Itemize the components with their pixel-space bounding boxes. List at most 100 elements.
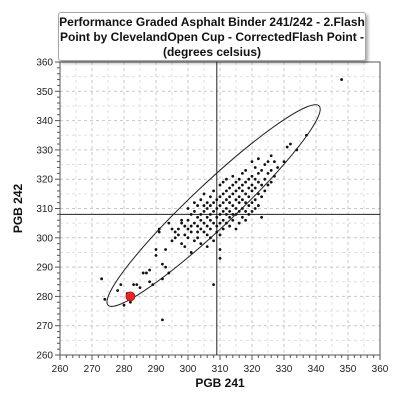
data-point [161,277,164,281]
x-tick-label: 320 [244,364,261,375]
data-point [228,201,232,205]
x-tick-label: 280 [116,364,133,375]
data-point [231,218,235,222]
data-point [196,204,200,207]
data-point [253,207,257,210]
data-point [218,256,222,260]
data-point [228,186,232,190]
data-point [209,218,212,222]
data-point [215,224,219,228]
data-point [167,271,171,275]
data-point [215,215,219,219]
data-point [282,160,286,164]
data-point [196,224,200,228]
data-point [180,218,184,222]
data-point [260,183,263,187]
data-point [257,180,260,184]
y-tick-label: 290 [36,263,53,274]
data-point [180,221,184,225]
data-point [196,230,200,234]
data-point [269,169,273,172]
data-point [116,289,119,292]
data-point [228,195,232,199]
data-point [205,201,209,205]
data-point [263,189,267,193]
data-point [138,286,142,290]
data-point [189,224,193,228]
data-point [186,207,190,210]
data-point [225,189,228,193]
data-point [205,224,209,228]
data-point [202,204,206,207]
data-point [221,218,225,222]
data-point [221,227,225,231]
data-point [257,204,260,207]
data-point [234,207,238,210]
data-point [260,195,263,199]
data-point [247,212,251,216]
data-point [183,245,187,248]
data-point [305,133,308,137]
data-point [260,215,263,219]
data-point [202,192,206,196]
data-point [170,227,174,231]
data-point [234,227,238,231]
chart-title-line: (degrees celsius) [162,45,262,59]
y-axis-label: PGB 242 [11,183,25,233]
data-point [209,204,212,207]
data-point [244,180,248,184]
data-point [205,215,209,219]
data-point [257,157,260,161]
data-point [202,230,206,234]
data-point [186,218,190,222]
x-axis-label: PGB 241 [195,376,245,390]
y-tick-label: 280 [36,292,53,303]
data-point [209,236,212,240]
data-point [241,183,244,187]
data-point [189,212,193,216]
data-point [253,166,257,169]
data-point [237,177,241,181]
data-point [241,198,244,202]
data-point [244,210,248,213]
data-point [218,204,222,207]
data-point [177,233,180,237]
data-point [148,280,152,284]
data-point [231,192,235,196]
data-point [167,221,171,225]
data-point [257,171,260,175]
data-point [170,239,174,243]
data-point [237,221,241,225]
data-point [276,166,279,169]
data-point [154,248,158,251]
x-tick-label: 330 [276,364,293,375]
data-point [247,195,251,199]
data-point [212,201,216,205]
data-point [241,207,244,210]
data-point [234,180,238,184]
data-point [193,210,196,213]
data-point [253,186,257,190]
data-point [202,210,206,213]
data-point [199,227,203,231]
data-point [199,218,203,222]
x-tick-label: 310 [212,364,229,375]
data-point [266,160,270,164]
chart-title-line: Performance Graded Asphalt Binder 241/24… [59,15,365,29]
data-point [205,207,209,210]
data-point [157,227,161,231]
data-point [253,177,257,181]
data-point [221,201,225,205]
data-point [263,177,267,181]
data-point [244,192,248,196]
data-point [273,160,276,164]
data-point [212,239,216,243]
y-tick-label: 260 [36,351,53,362]
data-point [247,186,251,190]
data-point [205,245,209,248]
y-tick-label: 350 [36,87,53,98]
x-tick-label: 260 [52,364,69,375]
x-tick-label: 270 [84,364,101,375]
data-point [266,183,270,187]
data-point [269,180,273,184]
